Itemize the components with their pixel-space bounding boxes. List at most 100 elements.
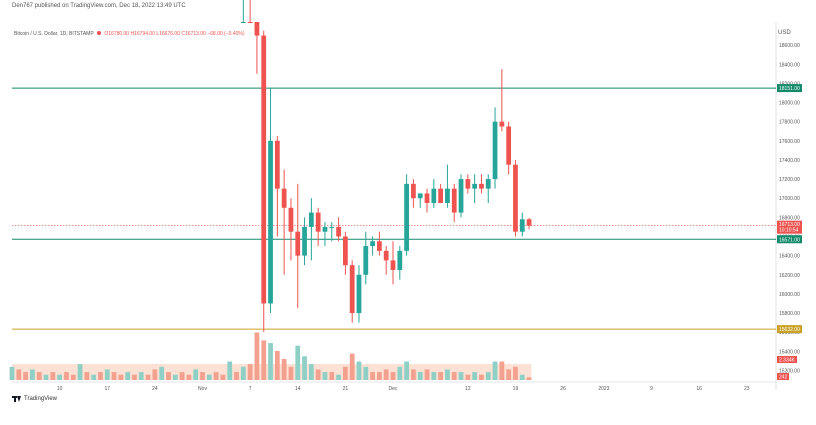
volume-bar	[254, 332, 260, 380]
candle-body	[274, 140, 280, 189]
volume-bar	[336, 374, 341, 380]
candle-body	[424, 193, 430, 203]
candle-body	[526, 219, 532, 226]
candle-body	[295, 231, 301, 256]
y-tick-label: 16200.00	[779, 273, 800, 279]
volume-bar	[513, 366, 518, 380]
y-tick-label: 18600.00	[779, 43, 800, 49]
volume-bar	[172, 374, 178, 380]
x-tick-label: 19	[513, 386, 519, 392]
x-tick-label: 26	[560, 386, 566, 392]
y-tick-label: 16400.00	[779, 254, 800, 260]
candles[interactable]	[240, 0, 532, 333]
volume-bar	[138, 372, 144, 380]
candle-body	[308, 212, 314, 227]
candle-body	[397, 250, 403, 270]
candle-body	[417, 193, 423, 199]
y-tick-label: 17200.00	[779, 177, 800, 183]
volume-bar	[57, 374, 63, 380]
candle-body	[519, 219, 525, 232]
volume-bar	[506, 369, 512, 380]
candle-body	[302, 226, 307, 256]
volume-bar	[9, 366, 15, 380]
volume-bar	[404, 361, 409, 380]
candle-body	[485, 179, 491, 189]
candle-body	[411, 183, 416, 199]
candle-body	[329, 226, 335, 228]
candle-body	[465, 179, 471, 189]
candle-body	[513, 164, 518, 232]
volume-bar	[179, 372, 185, 380]
candle-body	[370, 241, 375, 247]
volume-bar	[458, 372, 464, 380]
volume-bar	[397, 366, 403, 380]
volume-bar	[370, 372, 375, 380]
ohlc-open: O16780.00	[104, 31, 130, 37]
volume-bar	[98, 372, 103, 380]
x-tick-label: 7	[249, 386, 252, 392]
y-tick-label: 18000.00	[779, 101, 800, 107]
volume-bar	[485, 372, 491, 380]
volume-bar	[30, 369, 35, 380]
volume-bar	[465, 374, 471, 380]
grid-lines	[12, 22, 777, 390]
volume-bar	[445, 369, 450, 380]
volume-bar	[390, 372, 396, 380]
candle-body	[315, 212, 321, 232]
volume-bar	[417, 372, 423, 380]
candle-body	[240, 22, 246, 23]
candle-body	[288, 207, 294, 232]
volume-bar	[234, 372, 239, 380]
volume-bar	[356, 361, 362, 380]
volume-bar	[64, 372, 69, 380]
level-lines	[12, 87, 776, 330]
volume-bar	[166, 372, 171, 380]
volume-bar	[281, 358, 287, 380]
volume-bar	[526, 377, 532, 380]
candle-body	[404, 183, 409, 251]
level-badge-label: 16571.00	[779, 237, 800, 243]
price-axis[interactable]: 18600.0018400.0018200.0018000.0017800.00…	[779, 43, 800, 374]
volume-bar	[472, 372, 478, 380]
volume-last-badge	[777, 373, 789, 380]
x-tick-label: 23	[744, 386, 750, 392]
volume-bar	[438, 372, 444, 380]
volume-bar	[23, 372, 28, 380]
footer[interactable]: TradingView	[12, 396, 57, 402]
volume-bar	[186, 374, 192, 380]
volume-bar	[411, 369, 416, 380]
volume-bar	[16, 369, 22, 380]
volume-bar	[431, 372, 437, 380]
symbol-legend: Bitcoin / U.S. Dollar, 1D, BITSTAMP O167…	[14, 31, 244, 37]
currency-label: USD	[778, 30, 791, 36]
status-dot-icon	[96, 31, 101, 35]
candle-body	[492, 121, 498, 180]
level-badge-label: 15632.00	[779, 327, 800, 333]
volume-bar	[111, 372, 117, 380]
countdown-label: 10:10:54	[779, 228, 799, 234]
volume-bar	[329, 372, 335, 380]
volume-bar	[342, 366, 348, 380]
volume-bar	[247, 364, 253, 380]
x-tick-label: Dec	[389, 386, 398, 392]
volume-bar	[308, 364, 314, 380]
tradingview-logo-icon	[12, 396, 21, 402]
x-tick-label: 17	[104, 386, 110, 392]
level-badge	[777, 325, 802, 334]
candle-body	[506, 126, 512, 165]
volume-bar	[50, 372, 56, 380]
time-axis[interactable]: 10 17 24 Nov 7 14 21 Dec 12 19 26 2023 9 16 23	[57, 386, 750, 392]
candle-body	[499, 121, 505, 127]
volume-bar	[84, 372, 90, 380]
volume-bar	[104, 369, 110, 380]
x-tick-label: 10	[57, 386, 63, 392]
volume-bar	[77, 364, 83, 380]
candle-body	[268, 140, 273, 304]
x-tick-label: 16	[696, 386, 702, 392]
volume-bar	[220, 374, 226, 380]
y-tick-label: 15400.00	[779, 349, 800, 355]
candle-body	[383, 250, 389, 261]
volume-bar	[315, 369, 321, 380]
candle-body	[349, 265, 355, 314]
